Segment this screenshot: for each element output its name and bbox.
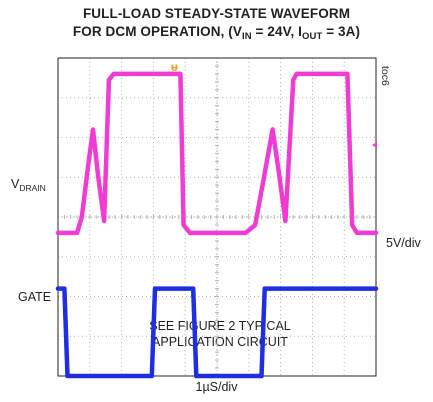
chart-title-line2: FOR DCM OPERATION, (VIN = 24V, IOUT = 3A… [72,24,361,42]
chart-title-line1: FULL-LOAD STEADY-STATE WAVEFORM [82,6,351,21]
note-line1: SEE FIGURE 2 TYPICAL [149,319,291,333]
trigger-marker-icon: ᵾ [171,60,178,74]
trace-vdrain [55,71,379,236]
figure-tag: toc6 [379,66,391,86]
vdrain-label: VDRAIN [11,177,46,193]
gate-label: GATE [18,290,52,304]
trace-gate [55,286,379,379]
time-scale-label: 1µS/div [195,380,238,394]
side-marker-icon [372,142,377,148]
note-line2: APPLICATION CIRCUIT [152,335,288,349]
scale-label: 5V/div [386,236,421,250]
